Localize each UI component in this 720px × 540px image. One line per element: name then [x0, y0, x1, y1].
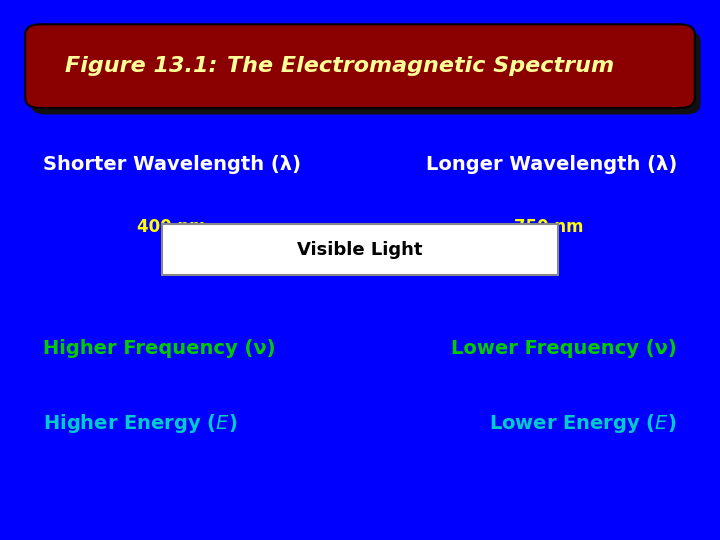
- Text: Lower Frequency (ν): Lower Frequency (ν): [451, 339, 677, 358]
- Text: Visible Light: Visible Light: [297, 241, 423, 259]
- FancyBboxPatch shape: [31, 31, 701, 114]
- Text: Shorter Wavelength (λ): Shorter Wavelength (λ): [43, 155, 301, 174]
- Text: The Electromagnetic Spectrum: The Electromagnetic Spectrum: [227, 56, 614, 76]
- Text: Lower Energy ($E$): Lower Energy ($E$): [490, 413, 677, 435]
- Text: Higher Energy ($E$): Higher Energy ($E$): [43, 413, 238, 435]
- Text: Figure 13.1:: Figure 13.1:: [65, 56, 233, 76]
- Text: Longer Wavelength (λ): Longer Wavelength (λ): [426, 155, 677, 174]
- Text: 400 nm: 400 nm: [137, 218, 207, 236]
- FancyBboxPatch shape: [162, 224, 558, 275]
- Text: 750 nm: 750 nm: [513, 218, 583, 236]
- FancyBboxPatch shape: [25, 24, 695, 108]
- Text: Higher Frequency (ν): Higher Frequency (ν): [43, 339, 276, 358]
